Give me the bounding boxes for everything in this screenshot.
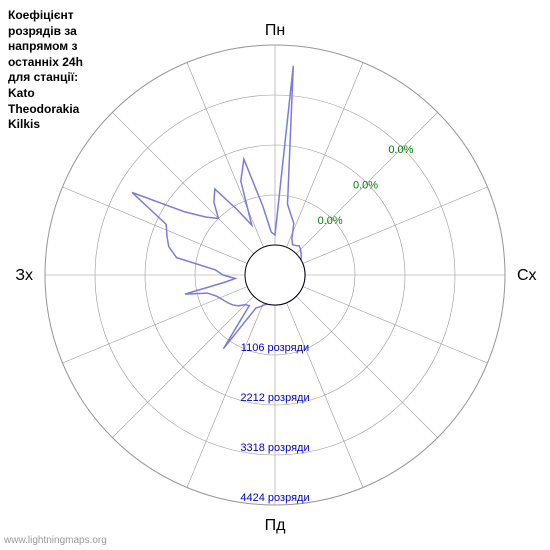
ring-label-ne: 0.0%: [318, 215, 343, 227]
footer-text: www.lightningmaps.org: [4, 535, 107, 546]
cardinal-s: Пд: [265, 517, 287, 534]
ring-label-ne: 0.0%: [388, 144, 413, 156]
cardinal-w: Зх: [15, 267, 33, 284]
ring-label-ne: 0.0%: [353, 179, 378, 191]
cardinal-e: Сх: [517, 267, 537, 284]
ring-label-south: 4424 розряди: [240, 492, 309, 504]
ring-label-south: 3318 розряди: [240, 442, 309, 454]
cardinal-n: Пн: [265, 22, 285, 39]
chart-title: Коефіцієнт розрядів за напрямом з останн…: [8, 8, 108, 133]
ring-label-south: 2212 розряди: [240, 392, 309, 404]
ring-label-south: 1106 розряди: [241, 342, 309, 354]
